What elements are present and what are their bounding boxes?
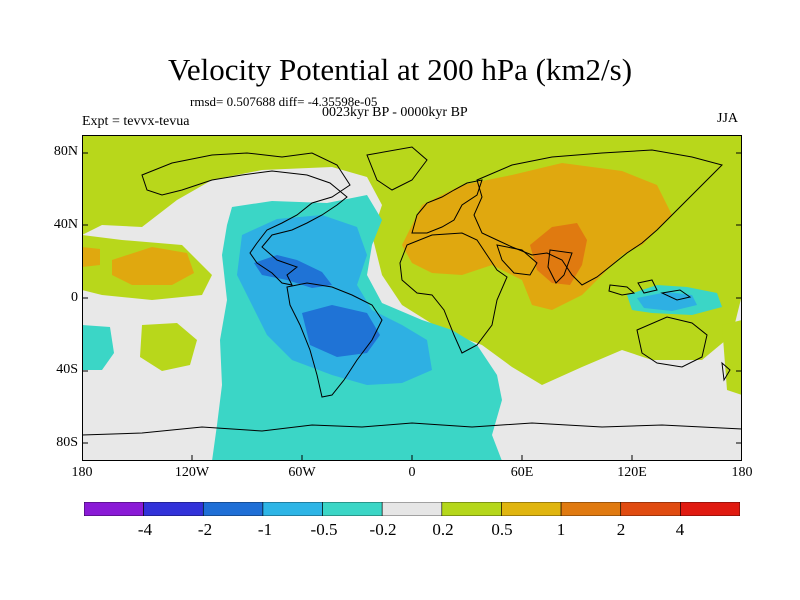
experiment-label: Expt = tevvx-tevua — [82, 114, 190, 129]
negative-teal-west-edge — [82, 325, 114, 370]
negative-blue-caribbean — [254, 255, 332, 288]
positive-darkorange-india — [530, 223, 587, 285]
chart-title: Velocity Potential at 200 hPa (km2/s) — [167, 52, 633, 87]
colorbar-swatch — [560, 502, 622, 516]
negative-blue-amazon — [302, 305, 380, 357]
colorbar-swatch — [441, 502, 502, 516]
lon-label-120w: 120W — [174, 465, 210, 480]
colorbar-label: -4 — [137, 520, 153, 539]
lat-label-0: 0 — [71, 290, 78, 305]
season-label: JJA — [717, 111, 739, 126]
colorbar-swatch — [143, 502, 204, 516]
colorbar-label: 1 — [556, 520, 566, 539]
colorbar — [84, 502, 740, 516]
colorbar-label: -0.5 — [310, 520, 338, 539]
lat-label-80s: 80S — [56, 435, 78, 450]
negative-lightblue-maritime — [637, 292, 697, 311]
colorbar-swatch — [620, 502, 681, 516]
lon-label-120e: 120E — [617, 465, 647, 480]
colorbar-label: 0.2 — [432, 520, 454, 539]
lon-label-180e: 180 — [731, 465, 753, 480]
colorbar-label: 2 — [616, 520, 626, 539]
colorbar-label: -2 — [197, 520, 213, 539]
velocity-potential-map — [82, 135, 742, 461]
lat-label-80n: 80N — [53, 144, 78, 159]
colorbar-swatch — [84, 502, 144, 516]
colorbar-label: 4 — [675, 520, 685, 539]
colorbar-swatch — [381, 502, 443, 516]
period-label: 0023kyr BP - 0000kyr BP — [322, 105, 468, 120]
contour-fields — [82, 135, 742, 461]
positive-orange-pacific — [112, 247, 194, 285]
stats-line: rmsd= 0.507688 diff= -4.35598e-05 — [190, 94, 378, 109]
positive-green-east-edge — [722, 320, 742, 395]
colorbar-label: -0.2 — [369, 520, 397, 539]
colorbar-swatch — [501, 502, 562, 516]
lon-label-180w: 180 — [71, 465, 93, 480]
colorbar-swatch — [322, 502, 383, 516]
colorbar-swatch — [202, 502, 264, 516]
lon-label-60e: 60E — [510, 465, 534, 480]
lon-label-60w: 60W — [288, 465, 316, 480]
colorbar-swatch — [262, 502, 323, 516]
map-ticks — [82, 152, 742, 461]
lat-label-40s: 40S — [56, 362, 78, 377]
positive-orange-west-edge — [82, 247, 100, 267]
positive-green-south-pacific — [140, 323, 197, 371]
lat-label-40n: 40N — [53, 217, 78, 232]
lon-label-0: 0 — [408, 465, 416, 480]
colorbar-swatch — [680, 502, 740, 516]
colorbar-label: -1 — [257, 520, 273, 539]
coastlines — [82, 146, 742, 436]
colorbar-label: 0.5 — [491, 520, 513, 539]
